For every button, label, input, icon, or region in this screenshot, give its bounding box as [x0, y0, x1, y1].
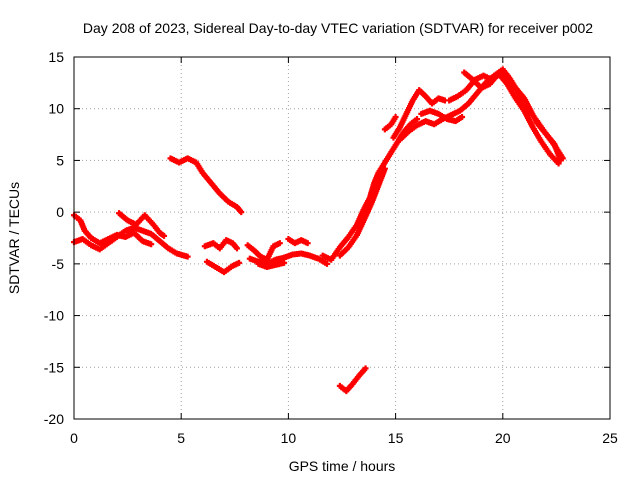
- series-trace-8: [244, 240, 283, 263]
- y-tick-label: -15: [44, 359, 64, 375]
- chart-title: Day 208 of 2023, Sidereal Day-to-day VTE…: [83, 20, 593, 36]
- data-point: [459, 113, 466, 120]
- series-trace-7: [246, 250, 330, 267]
- data-point: [414, 116, 421, 123]
- x-tick-label: 20: [495, 430, 511, 446]
- series-trace-9: [255, 259, 288, 270]
- data-point: [233, 245, 240, 252]
- plot-frame: [73, 56, 611, 420]
- data-point: [362, 365, 369, 372]
- series-trace-1: [71, 212, 155, 248]
- x-tick-labels: 0 5 10 15 20 25: [70, 430, 618, 446]
- series-trace-14: [390, 87, 448, 141]
- data-point: [236, 259, 243, 266]
- x-tick-label: 25: [602, 430, 618, 446]
- data-points: [71, 66, 566, 395]
- y-tick-label: 5: [56, 152, 64, 168]
- data-point: [555, 160, 562, 167]
- x-tick-label: 5: [177, 430, 185, 446]
- series-trace-13: [381, 113, 399, 133]
- series-trace-12: [336, 165, 388, 259]
- y-tick-label: 10: [48, 101, 64, 117]
- data-point: [148, 241, 155, 248]
- data-point: [184, 253, 191, 260]
- series-trace-4: [167, 155, 245, 216]
- x-tick-label: 0: [70, 430, 78, 446]
- y-tick-label: 15: [48, 49, 64, 65]
- x-tick-label: 15: [388, 430, 404, 446]
- series-trace-19: [336, 365, 369, 395]
- series-trace-3: [116, 210, 168, 239]
- data-point: [238, 209, 245, 216]
- data-point: [304, 240, 311, 247]
- y-tick-labels: -20 -15 -10 -5 0 5 10 15: [44, 49, 64, 427]
- x-axis-label: GPS time / hours: [289, 458, 396, 474]
- series-trace-16: [418, 107, 466, 125]
- data-point: [323, 260, 330, 267]
- y-tick-label: -5: [52, 256, 65, 272]
- series-trace-5: [201, 237, 240, 252]
- y-tick-label: -10: [44, 308, 64, 324]
- data-point: [381, 165, 388, 172]
- series-trace-6: [203, 258, 243, 276]
- y-tick-label: -20: [44, 411, 64, 427]
- data-point: [161, 232, 168, 239]
- data-point: [281, 259, 288, 266]
- data-point: [557, 157, 564, 164]
- series-trace-18: [461, 69, 562, 167]
- series-trace-10: [285, 236, 311, 247]
- y-axis-label: SDTVAR / TECUs: [6, 182, 22, 294]
- data-point: [276, 240, 283, 247]
- y-tick-label: 0: [56, 204, 64, 220]
- x-tick-label: 10: [281, 430, 297, 446]
- axis-ticks: [73, 56, 611, 420]
- series-trace-2: [71, 224, 191, 260]
- data-point: [392, 113, 399, 120]
